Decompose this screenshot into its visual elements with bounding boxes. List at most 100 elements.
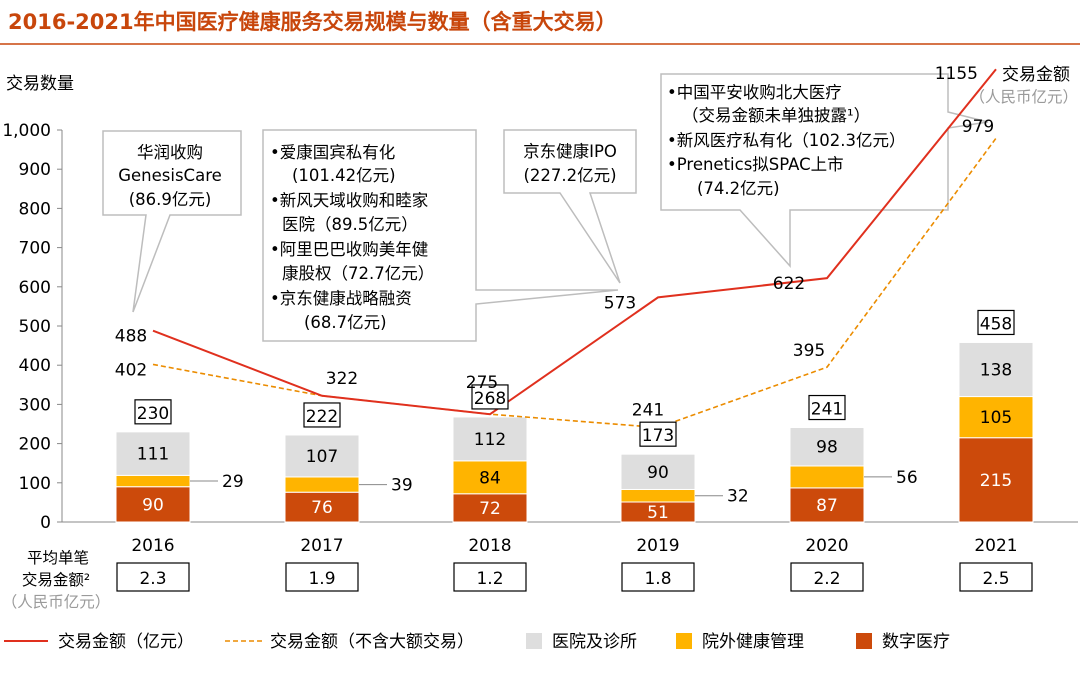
bar-value-label: 105: [980, 408, 1012, 428]
y-tick-label: 500: [19, 317, 51, 337]
annotation-line: •爱康国宾私有化: [270, 143, 395, 162]
bar-segment: [958, 396, 1034, 439]
annotation-line: (74.2亿元): [697, 179, 780, 198]
avg-box: [959, 562, 1033, 592]
legend-swatch: [676, 633, 692, 649]
bar-segment: [284, 476, 360, 493]
annotation-line: 康股权（72.7亿元）: [282, 264, 434, 283]
y-tick-label: 700: [19, 239, 51, 259]
total-box: [977, 309, 1015, 336]
total-label: 268: [474, 389, 506, 409]
bar-segment: [958, 437, 1034, 523]
x-tick-label: 2020: [805, 536, 848, 556]
x-tick-label: 2016: [131, 536, 174, 556]
bar-value-label: 72: [479, 499, 501, 519]
bar-value-label: 215: [980, 471, 1012, 491]
chart-title: 2016-2021年中国医疗健康服务交易规模与数量（含重大交易）: [8, 10, 617, 34]
bar-value-label: 87: [816, 496, 838, 516]
annotation-2019a: •爱康国宾私有化 (101.42亿元) •新风天域收购和睦家 医院（89.5亿元…: [262, 129, 619, 342]
y-axis-label: 交易数量: [6, 74, 74, 94]
bar-value-label: 39: [391, 476, 413, 496]
legend-swatch: [526, 633, 542, 649]
dashed-value-label: 241: [632, 401, 664, 421]
avg-label-line3: （人民币亿元）: [2, 593, 111, 611]
right-axis-label: 交易金额: [1002, 65, 1070, 85]
annotation-line: (227.2亿元): [523, 166, 616, 185]
y-tick-label: 300: [19, 395, 51, 415]
annotation-line: •京东健康战略融资: [270, 289, 412, 308]
legend-label: 医院及诊所: [552, 632, 637, 652]
line-value-label: 322: [326, 369, 358, 389]
avg-box: [285, 562, 359, 592]
avg-value: 2.2: [813, 569, 840, 589]
annotation-line: 京东健康IPO: [523, 142, 617, 161]
annotation-line: •Prenetics拟SPAC上市: [667, 155, 844, 174]
y-tick-label: 600: [19, 278, 51, 298]
bar-value-label: 98: [816, 438, 838, 458]
annotation-line: •新风天域收购和睦家: [270, 191, 428, 210]
bar-segment: [620, 488, 696, 503]
total-label: 173: [642, 426, 674, 446]
total-label: 458: [980, 314, 1012, 334]
total-box: [471, 384, 509, 410]
dashed-line-series: [152, 137, 997, 429]
bar-segment: [452, 416, 528, 462]
bar-value-label: 112: [474, 430, 506, 450]
bar-value-label: 90: [142, 495, 164, 515]
line-value-label: 573: [604, 293, 636, 313]
total-box: [808, 394, 846, 421]
legend-swatch: [856, 633, 872, 649]
legend-label: 数字医疗: [882, 632, 950, 652]
annotation-line: 医院（89.5亿元）: [282, 215, 418, 234]
avg-value: 2.3: [139, 569, 166, 589]
x-tick-label: 2021: [974, 536, 1017, 556]
annotation-2021: •中国平安收购北大医疗 （交易金额未单独披露¹） •新风医疗私有化（102.3亿…: [660, 73, 989, 268]
bar-segment: [452, 460, 528, 495]
bar-segment: [620, 453, 696, 490]
legend-label: 交易金额（亿元）: [58, 632, 194, 652]
bar-segment: [284, 434, 360, 478]
annotation-line: •新风医疗私有化（102.3亿元）: [667, 131, 905, 150]
line-value-label: 275: [466, 373, 498, 393]
annotation-line: •中国平安收购北大医疗: [667, 83, 842, 102]
line-value-label: 622: [773, 274, 805, 294]
avg-label-line2: 交易金额²: [22, 571, 90, 589]
total-box: [639, 421, 677, 447]
bar-value-label: 138: [980, 361, 1012, 381]
bar-segment: [789, 465, 865, 489]
annotation-line: (101.42亿元): [292, 166, 396, 185]
y-tick-label: 1,000: [2, 121, 51, 141]
avg-value: 2.5: [982, 569, 1009, 589]
bar-segment: [115, 474, 191, 488]
avg-value: 1.2: [476, 569, 503, 589]
x-tick-label: 2017: [300, 536, 343, 556]
bar-value-label: 56: [896, 468, 918, 488]
dashed-value-label: 979: [962, 117, 994, 137]
bar-segment: [789, 487, 865, 523]
bar-value-label: 32: [727, 487, 749, 507]
bar-segment: [284, 491, 360, 523]
annotation-2016: 华润收购 GenesisCare (86.9亿元): [102, 130, 242, 313]
avg-value: 1.8: [644, 569, 671, 589]
bar-value-label: 76: [311, 498, 333, 518]
right-axis-unit: （人民币亿元）: [969, 88, 1078, 106]
annotation-2019b: 京东健康IPO (227.2亿元): [503, 129, 637, 284]
bar-value-label: 111: [137, 445, 169, 465]
legend-label: 院外健康管理: [702, 632, 804, 652]
legend: 交易金额（亿元） 交易金额（不含大额交易） 医院及诊所 院外健康管理 数字医疗: [4, 632, 950, 652]
bar-segment: [958, 341, 1034, 398]
bar-value-label: 51: [647, 503, 669, 523]
bar-segment: [115, 486, 191, 523]
annotation-line: •阿里巴巴收购美年健: [270, 240, 428, 259]
y-tick-label: 400: [19, 356, 51, 376]
total-box: [303, 402, 341, 428]
y-tick-label: 0: [40, 513, 51, 533]
bar-value-label: 90: [647, 463, 669, 483]
total-box: [134, 399, 172, 425]
x-tick-label: 2018: [468, 536, 511, 556]
y-tick-label: 800: [19, 199, 51, 219]
avg-box: [453, 562, 527, 592]
annotation-line: （交易金额未单独披露¹）: [682, 106, 870, 125]
legend-label: 交易金额（不含大额交易）: [270, 632, 474, 652]
